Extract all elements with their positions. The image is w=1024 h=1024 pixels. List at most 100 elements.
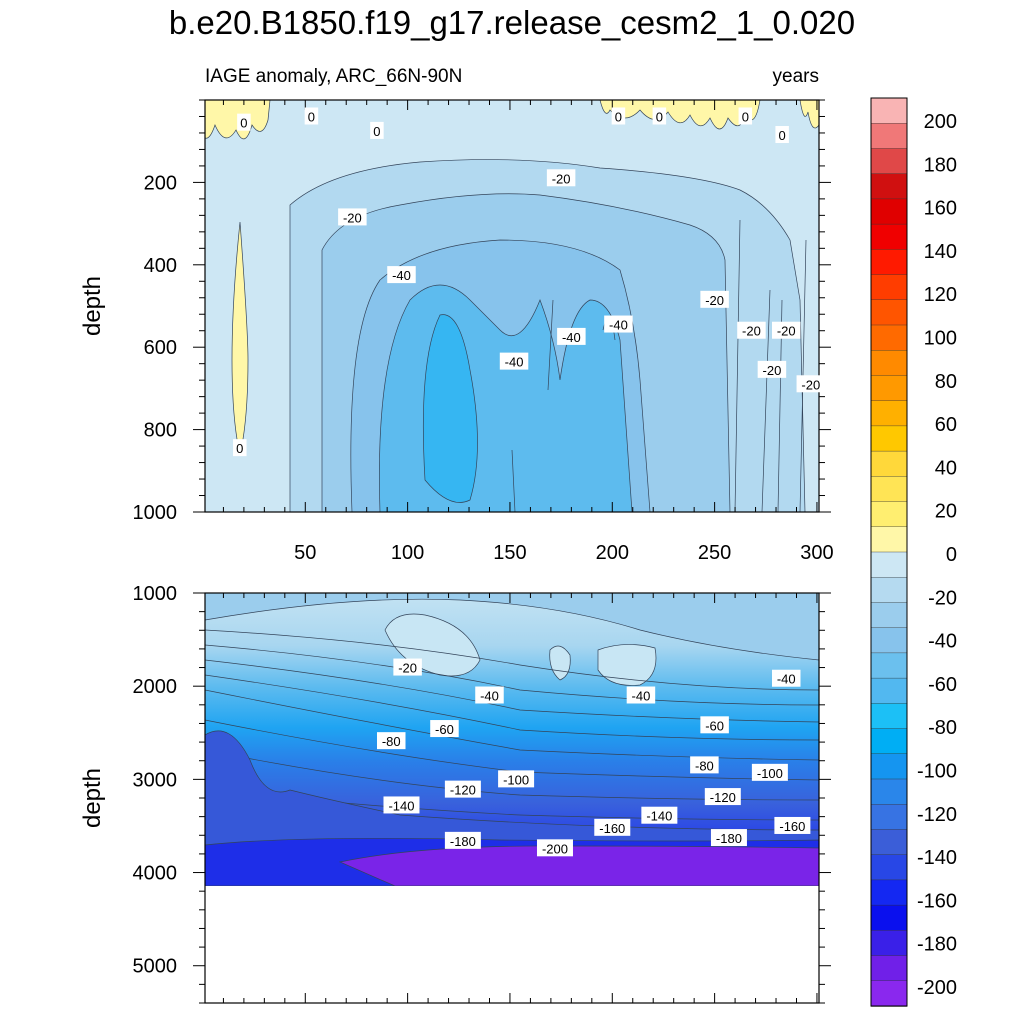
contour-label-box bbox=[536, 839, 573, 857]
contour-label: -20 bbox=[393, 658, 422, 676]
contour-label: -40 bbox=[604, 315, 633, 333]
contour-label-text: -20 bbox=[552, 171, 571, 186]
colorbar-box bbox=[870, 425, 908, 452]
contour-label-box bbox=[641, 806, 678, 824]
contour-label-box bbox=[393, 658, 422, 676]
chart-subtitle-right: years bbox=[773, 66, 819, 87]
contour-label-box bbox=[772, 669, 801, 687]
contour-label-text: 0 bbox=[236, 441, 243, 456]
contour-label-text: -100 bbox=[757, 766, 783, 781]
colorbar-box bbox=[870, 778, 908, 805]
contour-label: -40 bbox=[475, 686, 504, 704]
contour-label: -40 bbox=[772, 669, 801, 687]
colorbar-box bbox=[870, 249, 908, 276]
colorbar-box bbox=[870, 375, 908, 402]
contour-label-box bbox=[383, 796, 420, 814]
colorbar-box bbox=[870, 123, 908, 150]
y-tick-label: 2000 bbox=[133, 676, 178, 698]
colorbar-label: -20 bbox=[928, 587, 957, 609]
contour-label-box bbox=[498, 770, 535, 788]
colorbar-box bbox=[870, 829, 908, 856]
lower-abyss-core bbox=[338, 845, 819, 886]
contour-label-text: -140 bbox=[646, 809, 672, 824]
colorbar-label: 180 bbox=[924, 154, 957, 176]
colorbar-label: -120 bbox=[917, 804, 957, 826]
colorbar-boxes bbox=[870, 97, 908, 1007]
contour-label-box bbox=[237, 113, 251, 131]
contour-label-text: 0 bbox=[742, 109, 749, 124]
contour-label: -80 bbox=[376, 732, 406, 750]
colorbar-label: 40 bbox=[935, 457, 957, 479]
colorbar-label: -80 bbox=[928, 717, 957, 739]
y-tick-label: 1000 bbox=[133, 502, 178, 524]
contour-label-text: -40 bbox=[777, 672, 796, 687]
colorbar-box bbox=[870, 148, 908, 175]
colorbar-box bbox=[870, 627, 908, 654]
contour-label-text: -40 bbox=[480, 689, 499, 704]
chart-title: b.e20.B1850.f19_g17.release_cesm2_1_0.02… bbox=[169, 4, 855, 41]
contour-label-box bbox=[774, 816, 811, 834]
contour-label-text: 0 bbox=[656, 109, 663, 124]
contour-label-text: -40 bbox=[562, 330, 581, 345]
contour-label: -160 bbox=[594, 818, 631, 836]
contour-label-box bbox=[370, 121, 384, 139]
colorbar-label: 120 bbox=[924, 284, 957, 306]
colorbar-box bbox=[870, 274, 908, 301]
contour-label-box bbox=[751, 763, 788, 781]
x-tick-label: 250 bbox=[698, 542, 731, 564]
y-tick-label: 400 bbox=[144, 255, 177, 277]
colorbar-label: -100 bbox=[917, 761, 957, 783]
contour-label-box bbox=[611, 107, 626, 125]
contour-label-text: -100 bbox=[503, 772, 529, 787]
colorbar-box bbox=[870, 551, 908, 578]
lower-light-patch-3 bbox=[597, 644, 657, 686]
colorbar-label: -140 bbox=[917, 847, 957, 869]
contour-label: -140 bbox=[383, 796, 420, 814]
contour-label-text: -20 bbox=[777, 324, 796, 339]
contour-label: -20 bbox=[338, 208, 367, 226]
y-tick-label: 800 bbox=[144, 420, 177, 442]
contour-label-text: -40 bbox=[392, 268, 411, 283]
chart-subtitle-left: IAGE anomaly, ARC_66N-90N bbox=[205, 66, 462, 87]
contour-label-text: -40 bbox=[609, 318, 628, 333]
colorbar-box bbox=[870, 476, 908, 503]
contour-label: -20 bbox=[772, 321, 801, 339]
contour-label-text: -60 bbox=[435, 722, 454, 737]
colorbar-frame bbox=[870, 97, 908, 1007]
colorbar-label: 60 bbox=[935, 414, 957, 436]
contour-label-box bbox=[704, 788, 741, 806]
contour-label: 0 bbox=[775, 126, 789, 143]
colorbar-box bbox=[870, 400, 908, 427]
colorbar-box bbox=[870, 955, 908, 982]
contour-label: -140 bbox=[641, 806, 678, 824]
contour-label-text: -60 bbox=[705, 718, 724, 733]
contour-label-text: -140 bbox=[388, 798, 414, 813]
contour-label-text: 0 bbox=[308, 109, 315, 124]
colorbar-box bbox=[870, 728, 908, 755]
colorbar-label: -200 bbox=[917, 977, 957, 999]
x-tick-label: 150 bbox=[493, 542, 526, 564]
y-tick-label: 3000 bbox=[133, 769, 178, 791]
contour-label-box bbox=[557, 327, 586, 345]
contour-label-box bbox=[376, 732, 406, 750]
contour-label-text: -180 bbox=[450, 834, 476, 849]
upper-frame bbox=[204, 99, 820, 513]
contour-label: -180 bbox=[710, 829, 747, 847]
lower-shallow-band bbox=[205, 593, 819, 661]
colorbar-box bbox=[870, 703, 908, 730]
colorbar-box bbox=[870, 501, 908, 528]
colorbar-box bbox=[870, 677, 908, 705]
x-tick-label: 200 bbox=[596, 542, 629, 564]
contour-label-box bbox=[710, 829, 747, 847]
contour-label: -20 bbox=[757, 360, 787, 378]
colorbar-label: 200 bbox=[924, 111, 957, 133]
colorbar-box bbox=[870, 980, 908, 1007]
colorbar-box bbox=[870, 753, 908, 780]
contour-label: -40 bbox=[499, 352, 529, 370]
contour-label: -120 bbox=[704, 788, 741, 806]
colorbar-box bbox=[870, 930, 908, 957]
y-tick-label: 600 bbox=[144, 337, 177, 359]
contour-label: -100 bbox=[751, 763, 788, 781]
contour-label: 0 bbox=[233, 439, 247, 457]
